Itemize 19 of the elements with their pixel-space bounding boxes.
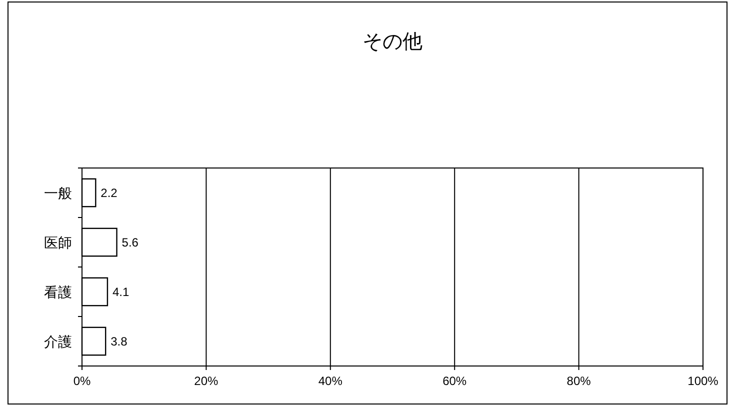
data-label: 3.8 <box>110 334 128 348</box>
bar <box>81 228 118 257</box>
x-tick-label: 60% <box>442 374 467 388</box>
bar <box>81 326 106 356</box>
y-tick-label: 介護 <box>44 333 72 350</box>
bar <box>81 277 108 306</box>
x-tick-label: 100% <box>688 374 719 388</box>
chart-title: その他 <box>362 31 422 53</box>
data-label: 2.2 <box>100 186 118 200</box>
bar <box>81 178 96 208</box>
y-tick-label: 医師 <box>44 234 72 250</box>
data-label: 5.6 <box>122 235 139 250</box>
x-tick-label: 20% <box>194 374 219 388</box>
x-tick-label: 80% <box>566 374 592 388</box>
x-tick-label: 40% <box>318 374 343 388</box>
data-label: 4.1 <box>112 284 130 299</box>
y-tick-label: 一般 <box>44 184 72 201</box>
x-tick-label: 0% <box>73 374 91 388</box>
y-tick-label: 看護 <box>44 284 72 300</box>
